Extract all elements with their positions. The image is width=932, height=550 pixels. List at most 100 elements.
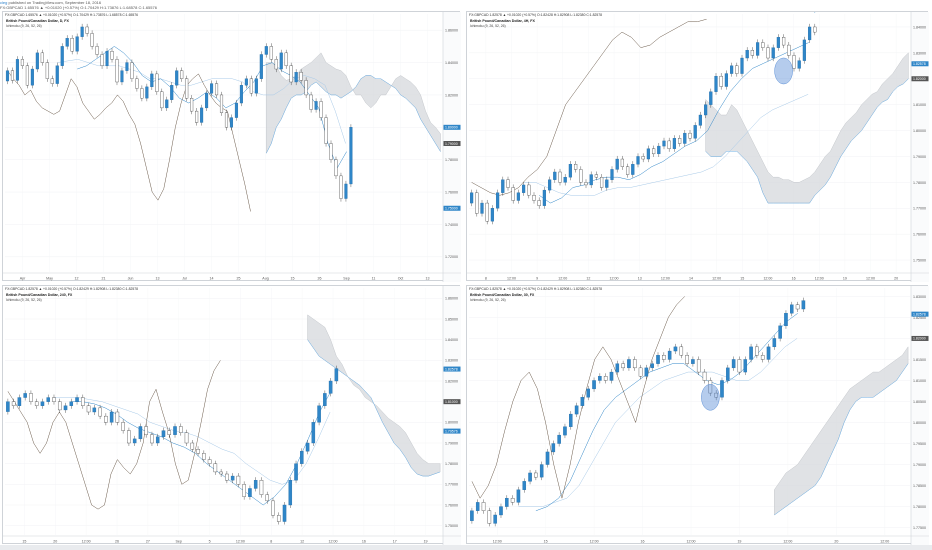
candle-down-body [537, 200, 541, 206]
candle [475, 189, 479, 217]
candle-down-body [641, 156, 645, 160]
candle [105, 48, 109, 69]
candle [781, 34, 786, 49]
candle [244, 75, 248, 89]
candle-down-body [579, 169, 583, 183]
candle-up-body [631, 164, 635, 175]
candle [631, 161, 635, 178]
candle-up-body [35, 52, 39, 70]
candle-down-body [224, 112, 229, 128]
candle-down-body [511, 187, 515, 201]
candle [580, 394, 585, 409]
candle-up-body [30, 68, 34, 86]
x-tick-label: 26 [115, 540, 119, 544]
candle [787, 41, 791, 59]
candle [766, 44, 770, 62]
candle [299, 69, 303, 84]
candle-up-body [574, 405, 579, 415]
candle [615, 360, 620, 376]
candle [532, 192, 536, 204]
y-tick-label: 1.78000 [445, 462, 458, 466]
candle-down-body [737, 359, 742, 373]
lagging-span-line [7, 360, 221, 510]
candle-up-body [239, 85, 243, 104]
candle [632, 356, 637, 371]
candle [109, 409, 114, 426]
candle-down-body [195, 110, 199, 123]
x-tick-label: 5 [209, 540, 211, 544]
chart-panel-bottom-right[interactable]: 1.83000 1.82500 1.82000 1.81500 1.81000 1.805… [466, 285, 929, 545]
candle-up-body [501, 179, 505, 193]
candle-down-body [115, 411, 120, 423]
price-badge-bg [911, 311, 929, 317]
y-tick-label: 1.79500 [913, 442, 926, 446]
candle-down-body [25, 65, 29, 86]
candle-up-body [205, 93, 209, 109]
candle-down-body [506, 179, 510, 188]
price-badge-bg [911, 76, 929, 82]
candle-down-body [594, 174, 599, 178]
candle [501, 176, 505, 196]
y-axis-bg [443, 286, 461, 545]
candle-up-body [323, 393, 327, 406]
chart-panel-top-right[interactable]: 1.84000 1.83000 1.82000 1.81000 1.80000 1.790… [466, 11, 929, 282]
candle [65, 35, 69, 50]
candle [599, 174, 604, 191]
ichimoku-cloud [307, 314, 441, 477]
candle [563, 174, 567, 186]
candle [646, 145, 651, 163]
price-badge-bg [443, 141, 461, 146]
candle [743, 356, 748, 376]
candle-up-body [740, 57, 744, 74]
candle-down-body [792, 55, 796, 69]
panel-title: British Pound/Canadian Dollar, D, FX [6, 19, 69, 23]
candle-up-body [693, 125, 697, 139]
candle [132, 435, 137, 446]
author-link[interactable]: cleg [0, 0, 8, 5]
candle-down-body [573, 164, 578, 170]
chart-panel-top-left[interactable]: 1.86000 1.84000 1.82000 1.80000 1.78000 1.760… [2, 11, 461, 282]
candle-down-body [213, 463, 218, 473]
candle-up-body [557, 434, 561, 444]
candle [20, 56, 24, 69]
candle-up-body [288, 480, 293, 506]
chart-panel-bottom-left[interactable]: 1.86000 1.85000 1.84000 1.83000 1.82000 1.810… [2, 285, 461, 545]
candle-down-body [677, 138, 682, 144]
candle [155, 70, 159, 95]
candle [539, 461, 544, 481]
candle [469, 189, 474, 207]
candle-down-body [155, 73, 159, 92]
candle-up-body [776, 37, 781, 48]
candle-up-body [145, 86, 149, 99]
candle [656, 352, 660, 367]
candle [115, 56, 119, 86]
candle-down-body [485, 202, 489, 222]
candle [636, 153, 640, 168]
price-badge-bg [911, 61, 929, 67]
indicator-label: Ichimoku (9, 26, 52, 26) [6, 24, 42, 28]
candle-up-body [724, 73, 729, 87]
price-badge-bg [443, 399, 461, 405]
candle [274, 56, 278, 73]
candle [778, 322, 782, 342]
candle-up-body [495, 192, 500, 209]
candle-up-body [17, 397, 22, 406]
candle-down-body [144, 426, 148, 435]
cloud-span-b-line [774, 363, 909, 516]
candle [594, 171, 599, 181]
panel-toolbar: FX:GBPCAD 1.65576 ▲ +0.01020 (+0.57%) O:… [5, 13, 139, 17]
candle-up-body [334, 368, 339, 382]
candle-down-body [813, 26, 817, 33]
candle-up-body [282, 504, 287, 522]
candle-down-body [135, 78, 139, 89]
candle-up-body [55, 65, 59, 84]
x-tick-label: Sep [343, 277, 349, 281]
published-text: published on TradingView.com, September … [8, 0, 102, 5]
candle [214, 80, 219, 99]
candle [745, 47, 749, 62]
price-badge: 1.82578 [911, 61, 929, 67]
candle-up-body [610, 169, 614, 180]
x-tick-label: 16 [641, 540, 645, 544]
candle-down-body [324, 117, 328, 144]
candle-up-body [516, 192, 521, 201]
